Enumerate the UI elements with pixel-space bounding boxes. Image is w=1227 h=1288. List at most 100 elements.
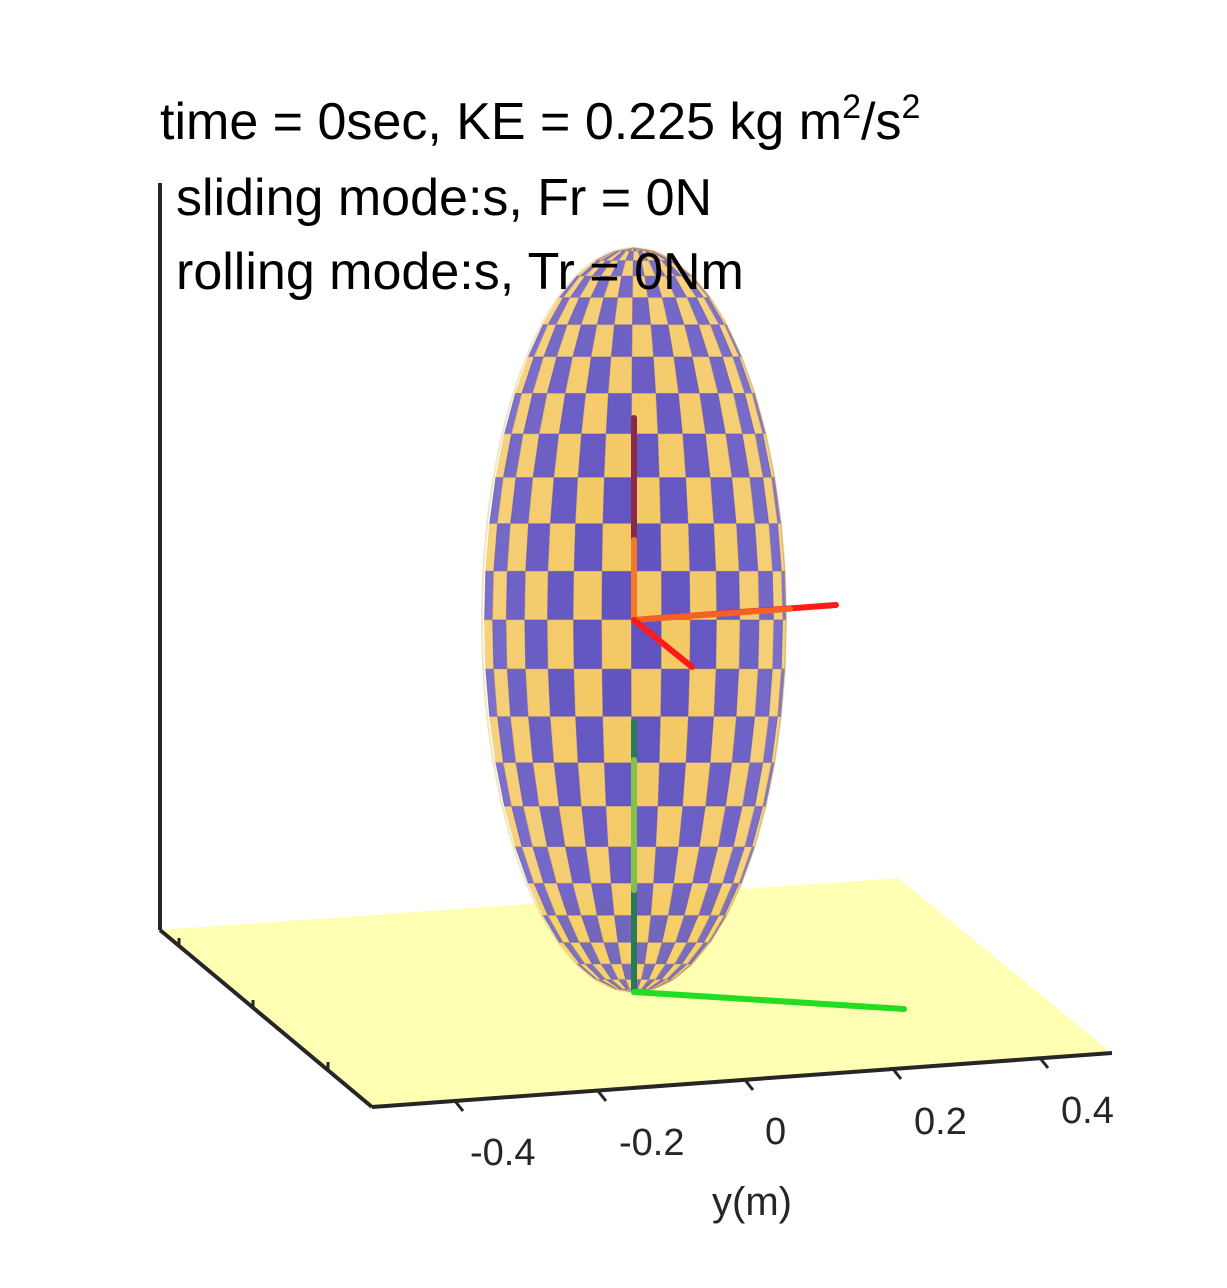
ellipsoid-tile bbox=[610, 882, 634, 916]
title-line-2: sliding mode:s, Fr = 0N bbox=[176, 169, 713, 227]
ellipsoid-tile bbox=[757, 619, 775, 670]
ellipsoid-tile bbox=[492, 570, 508, 621]
ellipsoid-tile bbox=[771, 619, 784, 670]
ellipsoid-tile bbox=[573, 523, 604, 572]
contact-frame-y-axis bbox=[631, 989, 907, 1012]
ellipsoid-tile bbox=[709, 477, 737, 525]
ellipsoid-tile bbox=[603, 761, 633, 807]
ellipsoid-tile bbox=[613, 297, 634, 326]
ellipsoid-tile bbox=[527, 477, 555, 525]
ellipsoid-tile bbox=[603, 433, 633, 479]
ellipsoid-tile bbox=[715, 619, 741, 670]
ellipsoid-tile bbox=[613, 914, 634, 943]
ellipsoid-tile bbox=[685, 477, 715, 525]
ellipsoid-tile bbox=[681, 433, 711, 479]
ellipsoid-tile bbox=[601, 619, 632, 670]
ellipsoid-tile bbox=[573, 668, 604, 717]
ellipsoid-tile bbox=[602, 715, 633, 763]
ellipsoid-tile bbox=[577, 761, 607, 807]
title-line-1-exponent-1: 2 bbox=[842, 88, 862, 126]
ellipsoid-tile bbox=[549, 715, 579, 763]
ellipsoid-tile bbox=[688, 619, 717, 670]
ellipsoid-tile bbox=[660, 570, 691, 621]
ellipsoid-tile bbox=[572, 570, 603, 621]
ellipsoid-tile bbox=[577, 433, 607, 479]
y-tick-label: 0.2 bbox=[914, 1101, 967, 1143]
ellipsoid-tile bbox=[607, 846, 633, 884]
ellipsoid-tile bbox=[601, 570, 632, 621]
ellipsoid-tile bbox=[735, 523, 759, 572]
y-axis-label: y(m) bbox=[712, 1180, 792, 1224]
ellipsoid-tile bbox=[713, 523, 740, 572]
ellipsoid-tile bbox=[581, 393, 610, 435]
y-axis-tick bbox=[891, 1068, 903, 1080]
ellipsoid-tile bbox=[492, 619, 508, 670]
ellipsoid-tile bbox=[601, 523, 633, 572]
ellipsoid-tile bbox=[652, 356, 679, 394]
y-axis-tick bbox=[596, 1090, 608, 1102]
title-line-3: rolling mode:s, Tr = 0Nm bbox=[176, 243, 744, 301]
y-tick-label: -0.4 bbox=[470, 1132, 536, 1174]
ellipsoid-tile bbox=[506, 668, 530, 717]
ellipsoid-tile bbox=[547, 523, 577, 572]
ellipsoid-tile bbox=[658, 477, 689, 525]
ellipsoid-tile bbox=[553, 761, 583, 807]
ellipsoid-tile bbox=[546, 570, 575, 621]
ellipsoid-tile bbox=[631, 324, 654, 358]
ellipsoid-tile bbox=[549, 477, 579, 525]
ellipsoid-tile bbox=[738, 619, 760, 670]
ellipsoid-tile bbox=[655, 805, 683, 847]
ellipsoid-tile bbox=[546, 619, 575, 670]
ellipsoid-tile bbox=[713, 668, 740, 717]
ellipsoid-tile bbox=[527, 715, 555, 763]
ellipsoid-tile bbox=[553, 433, 583, 479]
ellipsoid-body bbox=[481, 246, 787, 994]
ellipsoid-tile bbox=[652, 846, 679, 884]
ellipsoid-tile bbox=[657, 433, 687, 479]
ellipsoid-tile bbox=[681, 761, 711, 807]
ellipsoid-tile bbox=[572, 619, 603, 670]
ellipsoid-tile bbox=[657, 761, 687, 807]
ellipsoid-tile bbox=[505, 570, 527, 621]
ellipsoid-tile bbox=[659, 523, 690, 572]
ellipsoid-tile bbox=[709, 715, 737, 763]
ellipsoid-tile bbox=[610, 324, 634, 358]
y-axis-line bbox=[371, 1051, 1113, 1109]
y-tick-label: -0.2 bbox=[619, 1122, 685, 1164]
ellipsoid-tile bbox=[581, 805, 610, 847]
ellipsoid-tile bbox=[602, 477, 633, 525]
ellipsoid-tile bbox=[630, 668, 662, 717]
y-axis-tick bbox=[1038, 1057, 1050, 1069]
ellipsoid-tile bbox=[607, 356, 633, 394]
ellipsoid-tile bbox=[659, 668, 690, 717]
ellipsoid-tile bbox=[525, 668, 551, 717]
ellipsoid-tile bbox=[547, 668, 577, 717]
ellipsoid-tile bbox=[631, 297, 652, 326]
title-line-1-main: time = 0sec, KE = 0.225 kg m bbox=[160, 93, 843, 151]
title-line-1-exponent-2: 2 bbox=[901, 88, 921, 126]
ellipsoid-tile bbox=[575, 477, 605, 525]
y-axis-tick bbox=[453, 1100, 465, 1112]
body-frame-y-axis-inner bbox=[631, 606, 793, 623]
ellipsoid-tile bbox=[605, 393, 633, 435]
title-line-1: time = 0sec, KE = 0.225 kg m2/s2 bbox=[160, 90, 920, 151]
ellipsoid-tile bbox=[735, 668, 759, 717]
title-line-1-mid: /s bbox=[861, 93, 902, 151]
ellipsoid-tile bbox=[685, 715, 715, 763]
ellipsoid-tile bbox=[505, 619, 527, 670]
ellipsoid-tile bbox=[605, 805, 633, 847]
ellipsoid-tile bbox=[687, 668, 717, 717]
ellipsoid-tile bbox=[631, 356, 657, 394]
ellipsoid-tile bbox=[687, 523, 717, 572]
ellipsoid-tile bbox=[525, 523, 551, 572]
body-frame-x-axis bbox=[631, 617, 695, 670]
y-axis-tick bbox=[743, 1079, 755, 1091]
x-axis-line bbox=[158, 928, 374, 1109]
y-tick-label: 0.4 bbox=[1061, 1090, 1114, 1132]
ellipsoid-tile bbox=[655, 393, 683, 435]
ellipsoid-tile bbox=[601, 668, 633, 717]
ellipsoid-tile bbox=[524, 619, 549, 670]
ellipsoid-tile bbox=[524, 570, 549, 621]
